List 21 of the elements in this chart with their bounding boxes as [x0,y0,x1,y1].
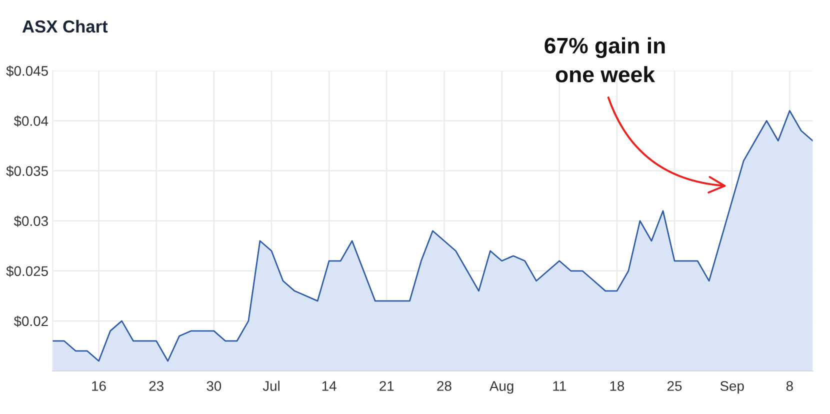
x-tick-label: Sep [720,381,744,394]
y-tick-label: $0.045 [6,65,48,77]
x-tick-label: 21 [380,381,394,391]
x-tick-label: 23 [149,381,164,391]
x-tick-label: 14 [322,381,336,391]
x-tick-label: 25 [667,381,682,391]
x-tick-label: 28 [437,381,452,391]
x-tick-label: 18 [610,381,624,391]
annotation: 67% gain in one week [544,37,665,82]
y-tick-label: $0.02 [14,316,48,327]
y-tick-label: $0.04 [14,116,48,127]
x-tick-label: Aug [489,381,514,394]
x-tick-label: 11 [553,381,566,391]
y-tick-label: $0.03 [14,216,48,227]
chart-title: ASX Chart [22,20,108,33]
x-tick-label: 16 [92,381,106,391]
x-tick-label: Jul [262,380,280,391]
x-tick-label: 8 [786,381,793,391]
x-tick-label: 30 [206,381,222,391]
y-tick-label: $0.035 [6,166,48,177]
y-tick-label: $0.025 [6,266,48,277]
